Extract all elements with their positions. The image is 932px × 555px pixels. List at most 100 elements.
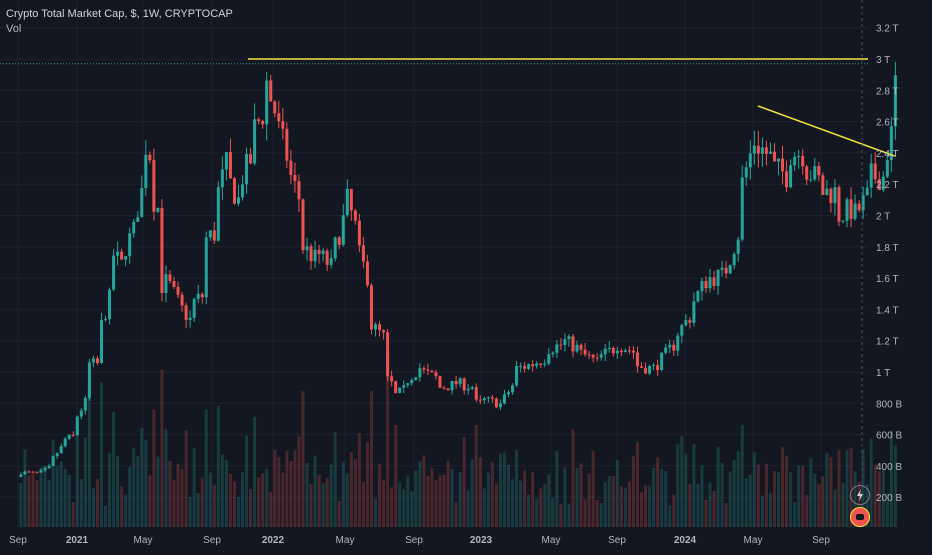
candle-body bbox=[410, 380, 414, 384]
candle-body bbox=[382, 330, 386, 333]
volume-bar bbox=[760, 495, 764, 527]
volume-bar bbox=[615, 459, 619, 527]
candle-body bbox=[27, 471, 31, 473]
candle-body bbox=[853, 203, 857, 219]
logo-icon[interactable] bbox=[850, 507, 870, 527]
volume-bar bbox=[75, 423, 79, 527]
volume-bar bbox=[478, 457, 482, 527]
candle-body bbox=[583, 349, 587, 355]
x-tick-label: 2023 bbox=[470, 535, 493, 546]
candle-body bbox=[700, 280, 704, 292]
time-axis[interactable]: Sep 2021 May Sep 2022 May Sep 2023 May Sep 2024 May… bbox=[9, 535, 830, 546]
candle-body bbox=[547, 354, 551, 364]
candle-body bbox=[108, 289, 112, 320]
y-tick-label: 3.2 T bbox=[876, 24, 899, 35]
y-tick-label: 2.2 T bbox=[876, 180, 899, 191]
volume-bar bbox=[136, 455, 140, 527]
y-tick-label: 2.8 T bbox=[876, 86, 899, 97]
candle-body bbox=[236, 197, 240, 204]
volume-bar bbox=[676, 444, 680, 527]
candle-body bbox=[764, 147, 768, 154]
candle-body bbox=[394, 381, 398, 393]
volume-bar bbox=[809, 458, 813, 527]
volume-bar bbox=[43, 465, 47, 527]
candle-body bbox=[801, 155, 805, 167]
volume-bar bbox=[325, 477, 329, 527]
candle-body bbox=[426, 369, 430, 371]
volume-bar bbox=[748, 474, 752, 527]
candle-body bbox=[575, 344, 579, 352]
x-tick-label: 2024 bbox=[674, 535, 697, 546]
volume-bar bbox=[555, 450, 559, 527]
candle-body bbox=[253, 119, 257, 164]
price-axis[interactable]: 200 B 400 B 600 B 800 B 1 T 1.2 T 1.4 T 1.6 T 1.… bbox=[876, 24, 902, 505]
volume-bar bbox=[382, 479, 386, 527]
volume-bar bbox=[47, 479, 51, 527]
candle-body bbox=[877, 179, 881, 191]
candle-body bbox=[164, 274, 168, 293]
volume-bar bbox=[627, 481, 631, 527]
candle-body bbox=[857, 203, 861, 211]
y-tick-label: 1.6 T bbox=[876, 274, 899, 285]
volume-bar bbox=[394, 425, 398, 527]
volume-bar bbox=[27, 475, 31, 527]
volume-bar bbox=[236, 497, 240, 527]
volume-bar bbox=[680, 436, 684, 527]
flash-icon[interactable] bbox=[850, 485, 870, 505]
candle-body bbox=[829, 188, 833, 204]
volume-bar bbox=[756, 464, 760, 527]
candle-body bbox=[95, 358, 99, 364]
volume-bar bbox=[740, 424, 744, 527]
candle-body bbox=[160, 207, 164, 293]
volume-bar bbox=[317, 474, 321, 527]
volume-bar bbox=[333, 432, 337, 527]
volume-bar bbox=[631, 455, 635, 527]
volume-bar bbox=[140, 427, 144, 527]
chart-title[interactable]: Crypto Total Market Cap, $, 1W, CRYPTOCA… bbox=[6, 8, 233, 20]
candle-body bbox=[458, 378, 462, 385]
volume-bar bbox=[104, 506, 108, 527]
volume-bar bbox=[228, 474, 232, 527]
volume-bar bbox=[164, 429, 168, 527]
volume-bar bbox=[297, 436, 301, 527]
candle-body bbox=[704, 280, 708, 289]
volume-bar bbox=[265, 468, 269, 527]
candle-body bbox=[474, 387, 478, 400]
candle-body bbox=[627, 350, 631, 352]
trend-line[interactable] bbox=[757, 105, 896, 157]
volume-bar bbox=[398, 482, 402, 527]
candle-body bbox=[83, 398, 87, 411]
volume-bar bbox=[281, 472, 285, 527]
candle-body bbox=[208, 230, 212, 238]
volume-bar bbox=[474, 424, 478, 527]
volume-bar bbox=[446, 460, 450, 527]
candle-body bbox=[756, 145, 760, 154]
candle-body bbox=[317, 249, 321, 255]
candle-body bbox=[116, 251, 120, 256]
candle-body bbox=[104, 319, 108, 321]
annotation-lines[interactable] bbox=[0, 0, 896, 527]
volume-bar bbox=[269, 491, 273, 527]
volume-bar bbox=[402, 489, 406, 527]
volume-label[interactable]: Vol bbox=[6, 23, 22, 35]
candle-body bbox=[414, 377, 418, 381]
candle-body bbox=[591, 354, 595, 358]
y-tick-label: 200 B bbox=[876, 493, 902, 504]
volume-bar bbox=[652, 467, 656, 527]
candle-body bbox=[442, 387, 446, 389]
candle-body bbox=[228, 152, 232, 179]
volume-bar bbox=[877, 471, 881, 527]
volume-bar bbox=[511, 479, 515, 527]
candle-body bbox=[571, 336, 575, 352]
volume-bar bbox=[83, 437, 87, 527]
candle-body bbox=[494, 398, 498, 408]
candle-body bbox=[31, 471, 35, 473]
x-tick-label: 2021 bbox=[66, 535, 89, 546]
volume-bar bbox=[805, 494, 809, 527]
candle-body bbox=[313, 249, 317, 262]
candle-body bbox=[656, 365, 660, 371]
volume-bar bbox=[132, 447, 136, 527]
candle-body bbox=[43, 468, 47, 471]
